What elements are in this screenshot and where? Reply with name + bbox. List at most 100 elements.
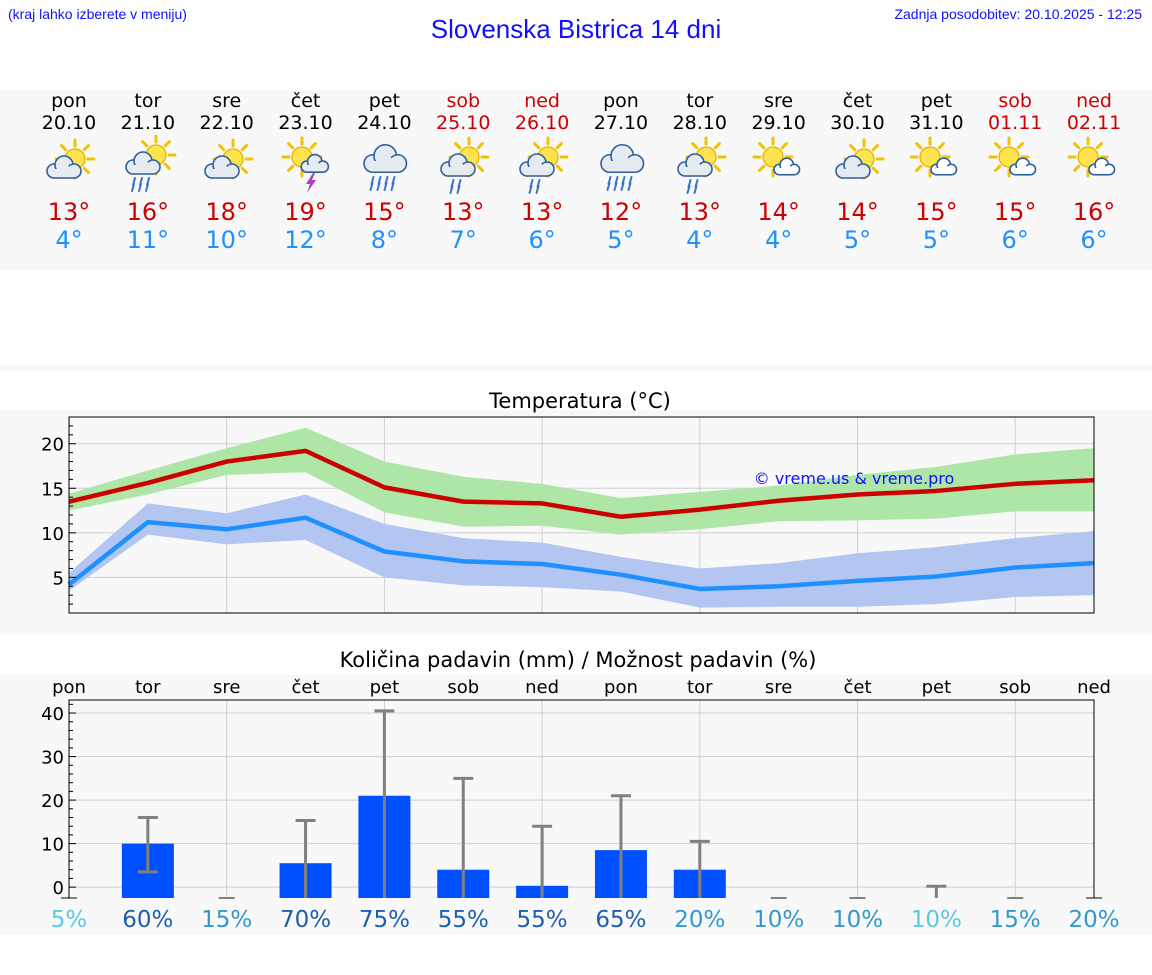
precipitation-probability: 5% xyxy=(51,907,88,933)
day-column: sob 25.10 13° 7° xyxy=(423,90,503,254)
precipitation-probability-labels: 5% 60% 15% 70% 75% 55% 55% 65% 20% 10% 10% 10% 15% 20… xyxy=(51,907,1120,933)
precipitation-grid xyxy=(69,700,1094,898)
day-column: tor 21.10 16° 11° xyxy=(108,90,188,254)
day-name: tor xyxy=(134,90,162,112)
day-label: pet xyxy=(370,677,400,698)
sun-cloud-thunder-icon xyxy=(266,134,346,196)
day-date: 20.10 xyxy=(41,112,97,134)
day-date: 02.11 xyxy=(1066,112,1122,134)
day-date: 27.10 xyxy=(593,112,649,134)
day-column: sre 29.10 14° 4° xyxy=(739,90,819,254)
precipitation-probability: 65% xyxy=(595,907,646,933)
sun-disc xyxy=(762,146,784,168)
day-column: čet 23.10 19° 12° xyxy=(266,90,346,254)
weather-icon-graphic xyxy=(988,136,1037,178)
day-label: pon xyxy=(604,677,638,698)
day-name: čet xyxy=(290,90,321,112)
low-temperature-range-band xyxy=(69,494,1095,608)
cloud xyxy=(519,153,555,177)
day-date: 24.10 xyxy=(357,112,412,134)
high-temperature: 15° xyxy=(915,198,958,226)
high-temperature: 14° xyxy=(757,198,800,226)
y-tick-label: 10 xyxy=(41,524,64,545)
temperature-bands xyxy=(69,427,1095,608)
cloud xyxy=(676,153,713,177)
precipitation-plot-frame xyxy=(68,699,1095,898)
day-label: sob xyxy=(999,677,1031,698)
rain-drops xyxy=(369,176,396,191)
day-name: tor xyxy=(686,90,714,112)
sun-disc xyxy=(998,146,1020,168)
temperature-plot-frame xyxy=(68,416,1095,614)
rain-drops xyxy=(686,179,699,194)
day-column: ned 02.11 16° 6° xyxy=(1054,90,1134,254)
sun-cloud-light-rain-icon xyxy=(502,134,582,196)
day-column: sre 22.10 18° 10° xyxy=(187,90,267,254)
sun-disc xyxy=(1077,146,1099,168)
low-temperature: 5° xyxy=(607,226,635,254)
high-temperature-range-band xyxy=(69,427,1095,535)
weather-icon-graphic xyxy=(519,136,569,194)
lightning-bolt xyxy=(305,173,316,193)
y-tick-label: 20 xyxy=(41,435,64,456)
low-temperature: 6° xyxy=(1080,226,1108,254)
precipitation-probability: 20% xyxy=(674,907,725,933)
day-name: pon xyxy=(603,90,639,112)
high-temperature: 13° xyxy=(441,198,485,226)
day-date: 28.10 xyxy=(672,112,727,134)
cloud xyxy=(772,157,800,176)
y-tick-label: 5 xyxy=(53,568,64,589)
day-label: sob xyxy=(447,677,479,698)
day-label: sre xyxy=(213,677,240,698)
day-name: sob xyxy=(446,90,481,112)
day-name: sre xyxy=(212,90,242,112)
day-label: ned xyxy=(525,677,559,698)
day-date: 29.10 xyxy=(751,112,806,134)
day-label: tor xyxy=(135,677,161,698)
high-temperature: 16° xyxy=(126,198,170,226)
low-temperature: 4° xyxy=(686,226,714,254)
cloud xyxy=(1009,157,1037,176)
low-temperature-line xyxy=(67,515,1095,592)
partly-cloudy-sun-icon xyxy=(187,134,267,196)
day-date: 31.10 xyxy=(909,112,964,134)
cloud xyxy=(440,153,477,177)
y-tick-label: 20 xyxy=(41,791,64,812)
precipitation-probability: 10% xyxy=(753,907,804,933)
high-temperature: 13° xyxy=(678,198,722,226)
day-date: 01.11 xyxy=(987,112,1043,134)
temperature-lines xyxy=(67,448,1095,592)
low-temperature: 4° xyxy=(765,226,793,254)
day-name: ned xyxy=(1076,90,1112,112)
day-column: pon 27.10 12° 5° xyxy=(581,90,661,254)
day-column: čet 30.10 14° 5° xyxy=(818,90,898,254)
cloud xyxy=(203,155,240,179)
cloud-rain-icon xyxy=(581,134,661,196)
day-label: čet xyxy=(292,677,320,698)
day-label: sre xyxy=(765,677,792,698)
rain-drops xyxy=(528,179,541,194)
sun-small-cloud-icon xyxy=(896,134,976,196)
precipitation-chart-background xyxy=(0,675,1152,935)
weather-icon-graphic xyxy=(909,136,958,178)
daily-forecast-strip: pon 20.10 13° 4° tor 21.10 16° 11° sre 22.10 18° 10… xyxy=(0,90,1152,270)
day-label: ned xyxy=(1077,677,1111,698)
cloud xyxy=(46,155,82,179)
page-title: Slovenska Bistrica 14 dni xyxy=(430,14,722,44)
low-temperature: 4° xyxy=(55,226,83,254)
day-date: 21.10 xyxy=(120,112,176,134)
day-name: pet xyxy=(368,90,400,112)
temperature-chart-title: Temperatura (°C) xyxy=(488,389,671,413)
divider xyxy=(0,365,1152,371)
precipitation-probability: 70% xyxy=(280,907,331,933)
sun-disc xyxy=(919,146,941,168)
low-temperature: 6° xyxy=(1001,226,1029,254)
high-temperature: 19° xyxy=(284,198,327,226)
day-column: pet 24.10 15° 8° xyxy=(344,90,424,254)
precipitation-probability: 20% xyxy=(1068,907,1119,933)
sun-small-cloud-icon xyxy=(739,134,819,196)
y-tick-label: 30 xyxy=(41,748,64,769)
cloud xyxy=(363,143,408,174)
low-temperature: 5° xyxy=(843,226,872,254)
precipitation-probability: 10% xyxy=(911,907,962,933)
